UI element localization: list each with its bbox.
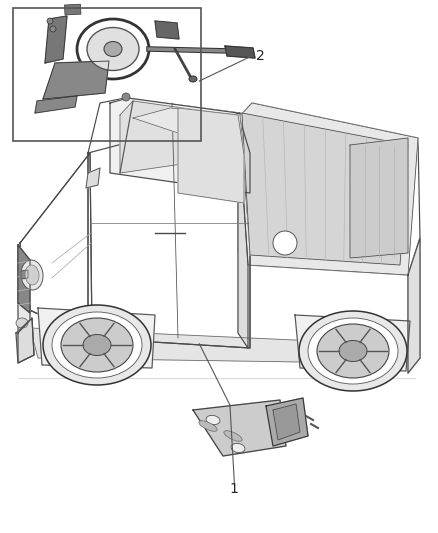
Polygon shape xyxy=(120,101,244,173)
Polygon shape xyxy=(110,98,250,193)
Polygon shape xyxy=(20,153,92,338)
Polygon shape xyxy=(45,16,67,63)
Polygon shape xyxy=(273,404,300,440)
Ellipse shape xyxy=(25,265,39,285)
Circle shape xyxy=(47,18,53,24)
Polygon shape xyxy=(20,153,92,338)
Polygon shape xyxy=(350,138,408,258)
Polygon shape xyxy=(155,21,179,39)
Circle shape xyxy=(122,93,130,101)
Ellipse shape xyxy=(199,421,217,431)
Ellipse shape xyxy=(21,260,43,290)
Circle shape xyxy=(50,26,56,32)
Polygon shape xyxy=(238,103,420,275)
Ellipse shape xyxy=(189,76,197,82)
Polygon shape xyxy=(30,328,368,363)
Ellipse shape xyxy=(104,42,122,56)
Ellipse shape xyxy=(317,324,389,378)
Polygon shape xyxy=(238,103,418,275)
Polygon shape xyxy=(18,318,34,363)
Ellipse shape xyxy=(308,318,398,384)
Polygon shape xyxy=(178,108,244,203)
Polygon shape xyxy=(16,318,34,363)
Ellipse shape xyxy=(224,431,242,441)
Polygon shape xyxy=(408,238,420,373)
Polygon shape xyxy=(266,398,308,446)
Polygon shape xyxy=(38,308,155,368)
Ellipse shape xyxy=(43,305,151,385)
Ellipse shape xyxy=(52,312,142,378)
Polygon shape xyxy=(193,400,286,456)
Ellipse shape xyxy=(77,19,149,79)
Polygon shape xyxy=(238,118,248,348)
Bar xyxy=(13,8,201,141)
Polygon shape xyxy=(242,113,408,265)
Polygon shape xyxy=(295,315,410,371)
Ellipse shape xyxy=(206,415,220,425)
Ellipse shape xyxy=(83,335,111,356)
Polygon shape xyxy=(133,108,244,155)
Bar xyxy=(64,4,81,15)
Polygon shape xyxy=(35,96,77,113)
Ellipse shape xyxy=(339,341,367,361)
Text: 2: 2 xyxy=(256,49,265,63)
Polygon shape xyxy=(21,270,28,279)
Ellipse shape xyxy=(61,318,133,372)
Polygon shape xyxy=(18,245,30,313)
Ellipse shape xyxy=(231,443,245,453)
Ellipse shape xyxy=(299,311,407,391)
Polygon shape xyxy=(18,245,30,348)
Polygon shape xyxy=(86,168,100,188)
Polygon shape xyxy=(408,238,420,373)
Polygon shape xyxy=(88,113,250,348)
Text: 1: 1 xyxy=(230,482,239,496)
Ellipse shape xyxy=(16,318,28,328)
Circle shape xyxy=(273,231,297,255)
Ellipse shape xyxy=(87,28,139,70)
Polygon shape xyxy=(225,46,255,58)
Polygon shape xyxy=(88,98,250,348)
Polygon shape xyxy=(43,61,109,99)
